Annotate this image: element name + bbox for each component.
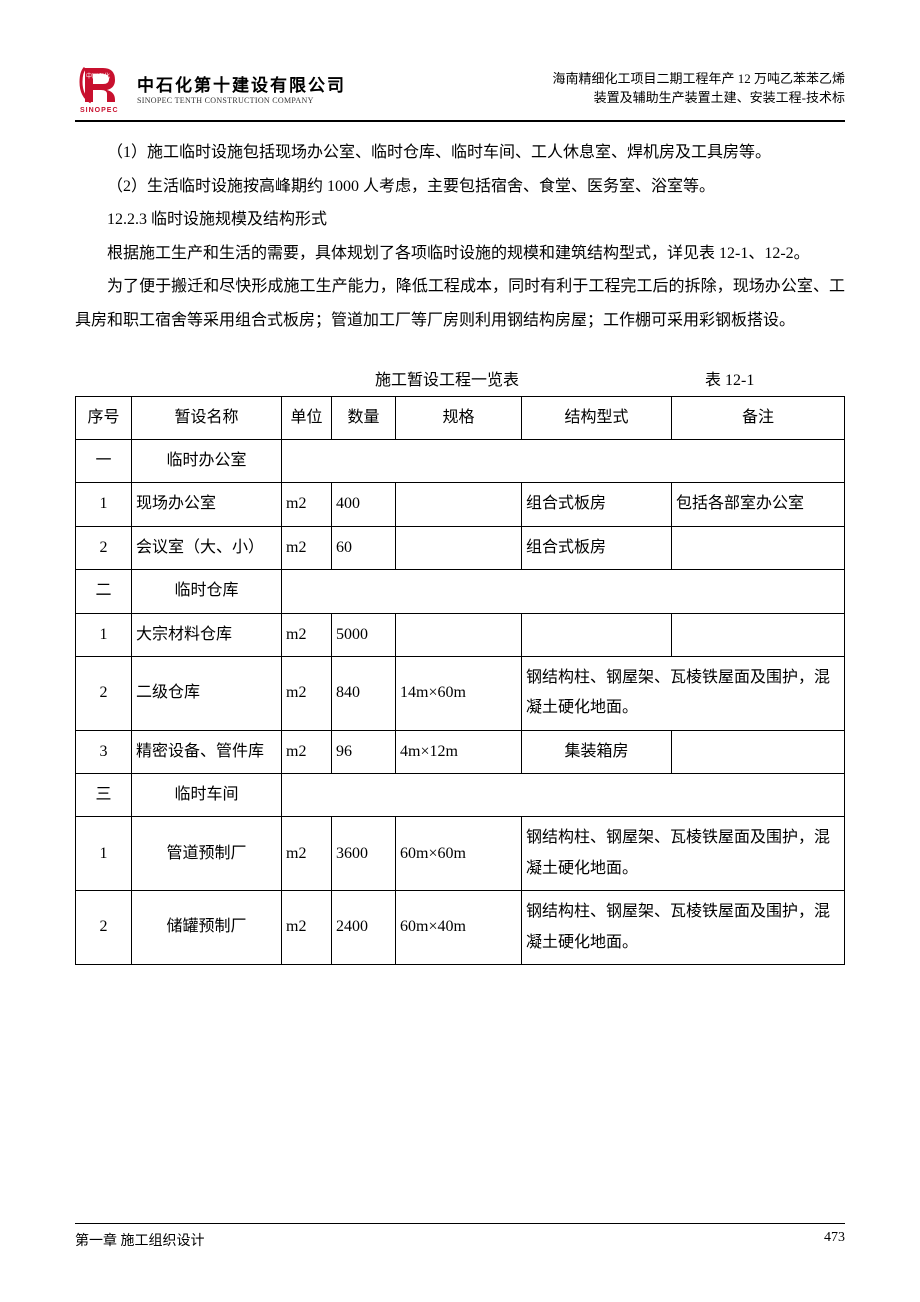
cell-unit: m2 [282, 526, 332, 569]
cell-struct: 集装箱房 [522, 730, 672, 773]
cell-unit: m2 [282, 656, 332, 730]
document-title: 海南精细化工项目二期工程年产 12 万吨乙苯苯乙烯 装置及辅助生产装置土建、安装… [552, 69, 845, 108]
company-logo-block: 中国石化 SINOPEC 中石化第十建设有限公司 SINOPEC TENTH C… [75, 60, 346, 116]
cell-unit: m2 [282, 483, 332, 526]
cell-struct-merged: 钢结构柱、钢屋架、瓦棱铁屋面及围护，混凝土硬化地面。 [522, 817, 845, 891]
cell-note [672, 613, 845, 656]
temp-facilities-table: 序号 暂设名称 单位 数量 规格 结构型式 备注 一 临时办公室 1 现场办公室… [75, 396, 845, 965]
cell-spec [396, 613, 522, 656]
th-name: 暂设名称 [132, 396, 282, 439]
group-blank [282, 439, 845, 482]
cell-seq: 2 [76, 891, 132, 965]
cell-seq: 2 [76, 526, 132, 569]
cell-note [672, 730, 845, 773]
cell-note: 钢结构柱、钢屋架、瓦棱铁屋面及围护，混凝土硬化地面。 [522, 656, 845, 730]
table-row: 1 大宗材料仓库 m2 5000 [76, 613, 845, 656]
page-header: 中国石化 SINOPEC 中石化第十建设有限公司 SINOPEC TENTH C… [75, 60, 845, 122]
company-name: 中石化第十建设有限公司 SINOPEC TENTH CONSTRUCTION C… [137, 71, 346, 105]
cell-struct: 组合式板房 [522, 526, 672, 569]
paragraph-2: （2）生活临时设施按高峰期约 1000 人考虑，主要包括宿舍、食堂、医务室、浴室… [75, 170, 845, 204]
cell-seq: 3 [76, 730, 132, 773]
cell-unit: m2 [282, 730, 332, 773]
cell-seq: 1 [76, 817, 132, 891]
cell-qty: 96 [332, 730, 396, 773]
cell-name: 现场办公室 [132, 483, 282, 526]
cell-note [672, 526, 845, 569]
th-note: 备注 [672, 396, 845, 439]
company-name-cn: 中石化第十建设有限公司 [137, 71, 346, 96]
th-spec: 规格 [396, 396, 522, 439]
page-footer: 第一章 施工组织设计 473 [75, 1223, 845, 1250]
cell-spec [396, 483, 522, 526]
table-number: 表 12-1 [705, 366, 845, 390]
th-seq: 序号 [76, 396, 132, 439]
cell-struct: 组合式板房 [522, 483, 672, 526]
cell-unit: m2 [282, 891, 332, 965]
cell-name: 管道预制厂 [132, 817, 282, 891]
cell-spec: 60m×60m [396, 817, 522, 891]
table-row: 1 现场办公室 m2 400 组合式板房 包括各部室办公室 [76, 483, 845, 526]
cell-qty: 840 [332, 656, 396, 730]
cell-seq: 1 [76, 613, 132, 656]
cell-name: 大宗材料仓库 [132, 613, 282, 656]
cell-name: 二级仓库 [132, 656, 282, 730]
cell-spec: 4m×12m [396, 730, 522, 773]
table-title: 施工暂设工程一览表 [375, 366, 705, 390]
cell-struct [522, 613, 672, 656]
cell-name: 会议室（大、小） [132, 526, 282, 569]
th-qty: 数量 [332, 396, 396, 439]
sinopec-logo-icon: 中国石化 SINOPEC [75, 60, 131, 116]
cell-unit: m2 [282, 817, 332, 891]
group-seq: 一 [76, 439, 132, 482]
footer-chapter: 第一章 施工组织设计 [75, 1230, 205, 1250]
svg-text:中国石化: 中国石化 [86, 72, 110, 80]
cell-spec: 14m×60m [396, 656, 522, 730]
paragraph-1: （1）施工临时设施包括现场办公室、临时仓库、临时车间、工人休息室、焊机房及工具房… [75, 136, 845, 170]
cell-spec [396, 526, 522, 569]
footer-page-number: 473 [824, 1230, 845, 1250]
group-seq: 二 [76, 570, 132, 613]
group-name: 临时车间 [132, 774, 282, 817]
cell-spec: 60m×40m [396, 891, 522, 965]
cell-unit: m2 [282, 613, 332, 656]
group-name: 临时办公室 [132, 439, 282, 482]
doc-title-line2: 装置及辅助生产装置土建、安装工程-技术标 [552, 88, 845, 108]
svg-text:SINOPEC: SINOPEC [80, 107, 119, 114]
cell-qty: 3600 [332, 817, 396, 891]
group-header-2: 二 临时仓库 [76, 570, 845, 613]
table-row: 1 管道预制厂 m2 3600 60m×60m 钢结构柱、钢屋架、瓦棱铁屋面及围… [76, 817, 845, 891]
cell-qty: 60 [332, 526, 396, 569]
table-header-row: 序号 暂设名称 单位 数量 规格 结构型式 备注 [76, 396, 845, 439]
table-row: 2 二级仓库 m2 840 14m×60m 钢结构柱、钢屋架、瓦棱铁屋面及围护，… [76, 656, 845, 730]
doc-title-line1: 海南精细化工项目二期工程年产 12 万吨乙苯苯乙烯 [552, 69, 845, 89]
group-blank [282, 774, 845, 817]
table-row: 2 会议室（大、小） m2 60 组合式板房 [76, 526, 845, 569]
section-heading: 12.2.3 临时设施规模及结构形式 [75, 203, 845, 237]
cell-struct-merged: 钢结构柱、钢屋架、瓦棱铁屋面及围护，混凝土硬化地面。 [522, 891, 845, 965]
paragraph-3: 根据施工生产和生活的需要，具体规划了各项临时设施的规模和建筑结构型式，详见表 1… [75, 237, 845, 271]
company-name-en: SINOPEC TENTH CONSTRUCTION COMPANY [137, 96, 346, 105]
cell-qty: 400 [332, 483, 396, 526]
group-blank [282, 570, 845, 613]
paragraph-4: 为了便于搬迁和尽快形成施工生产能力，降低工程成本，同时有利于工程完工后的拆除，现… [75, 270, 845, 337]
table-row: 2 储罐预制厂 m2 2400 60m×40m 钢结构柱、钢屋架、瓦棱铁屋面及围… [76, 891, 845, 965]
cell-name: 精密设备、管件库 [132, 730, 282, 773]
body-content: （1）施工临时设施包括现场办公室、临时仓库、临时车间、工人休息室、焊机房及工具房… [75, 136, 845, 338]
cell-seq: 1 [76, 483, 132, 526]
table-row: 3 精密设备、管件库 m2 96 4m×12m 集装箱房 [76, 730, 845, 773]
group-header-3: 三 临时车间 [76, 774, 845, 817]
cell-name: 储罐预制厂 [132, 891, 282, 965]
group-name: 临时仓库 [132, 570, 282, 613]
cell-seq: 2 [76, 656, 132, 730]
cell-qty: 2400 [332, 891, 396, 965]
table-title-row: 施工暂设工程一览表 表 12-1 [75, 366, 845, 390]
group-header-1: 一 临时办公室 [76, 439, 845, 482]
th-unit: 单位 [282, 396, 332, 439]
cell-note: 包括各部室办公室 [672, 483, 845, 526]
cell-qty: 5000 [332, 613, 396, 656]
group-seq: 三 [76, 774, 132, 817]
th-struct: 结构型式 [522, 396, 672, 439]
